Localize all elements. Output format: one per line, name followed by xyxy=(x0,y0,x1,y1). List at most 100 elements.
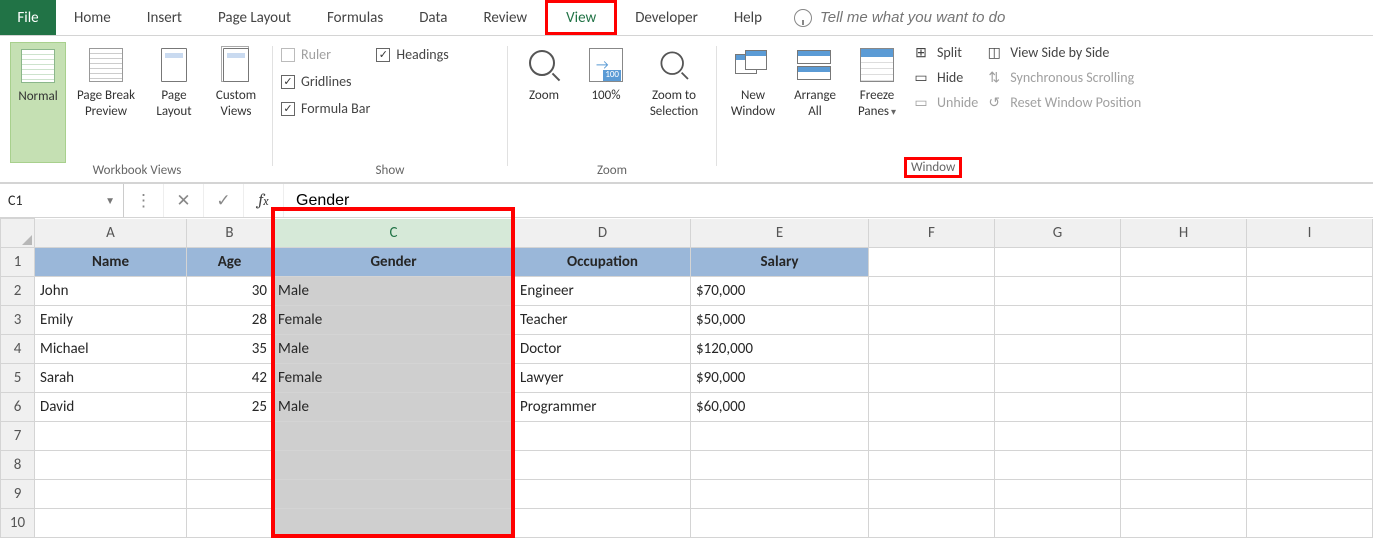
cell[interactable] xyxy=(869,451,995,480)
row-header-1[interactable]: 1 xyxy=(1,248,35,277)
col-header-F[interactable]: F xyxy=(869,219,995,248)
row-header-9[interactable]: 9 xyxy=(1,480,35,509)
cell[interactable] xyxy=(869,248,995,277)
select-all-corner[interactable] xyxy=(1,219,35,248)
cell[interactable] xyxy=(1121,306,1247,335)
formula-input[interactable] xyxy=(284,184,1373,217)
row-header-2[interactable]: 2 xyxy=(1,277,35,306)
cell[interactable] xyxy=(1247,422,1373,451)
tab-home[interactable]: Home xyxy=(56,0,129,35)
cell[interactable] xyxy=(515,480,691,509)
arrange-all-button[interactable]: Arrange All xyxy=(787,42,843,157)
new-window-button[interactable]: New Window xyxy=(725,42,781,157)
cell[interactable] xyxy=(995,509,1121,538)
cell[interactable]: Sarah xyxy=(35,364,187,393)
row-header-3[interactable]: 3 xyxy=(1,306,35,335)
cell[interactable] xyxy=(1121,393,1247,422)
cell[interactable] xyxy=(869,306,995,335)
col-header-H[interactable]: H xyxy=(1121,219,1247,248)
col-header-B[interactable]: B xyxy=(187,219,273,248)
cell[interactable] xyxy=(187,451,273,480)
col-header-I[interactable]: I xyxy=(1247,219,1373,248)
cell[interactable] xyxy=(515,509,691,538)
cell[interactable] xyxy=(869,393,995,422)
cell[interactable] xyxy=(869,364,995,393)
cell[interactable] xyxy=(995,335,1121,364)
cell[interactable] xyxy=(273,480,515,509)
tab-insert[interactable]: Insert xyxy=(129,0,200,35)
cell[interactable] xyxy=(995,248,1121,277)
row-header-4[interactable]: 4 xyxy=(1,335,35,364)
cell[interactable]: Engineer xyxy=(515,277,691,306)
tab-view[interactable]: View xyxy=(545,0,617,35)
cell[interactable] xyxy=(995,393,1121,422)
cell[interactable]: 35 xyxy=(187,335,273,364)
cell[interactable] xyxy=(869,422,995,451)
custom-views-button[interactable]: Custom Views xyxy=(208,42,264,163)
headings-checkbox[interactable]: Headings xyxy=(376,46,448,63)
cell[interactable] xyxy=(691,480,869,509)
cell[interactable] xyxy=(869,509,995,538)
cell[interactable] xyxy=(1247,364,1373,393)
cell[interactable] xyxy=(1121,364,1247,393)
row-header-5[interactable]: 5 xyxy=(1,364,35,393)
cell[interactable] xyxy=(1121,422,1247,451)
cell[interactable] xyxy=(35,451,187,480)
tab-developer[interactable]: Developer xyxy=(617,0,716,35)
cell[interactable] xyxy=(869,277,995,306)
formula-bar-checkbox[interactable]: Formula Bar xyxy=(281,100,370,117)
col-header-A[interactable]: A xyxy=(35,219,187,248)
gridlines-checkbox[interactable]: Gridlines xyxy=(281,73,370,90)
cell[interactable] xyxy=(1247,306,1373,335)
cell[interactable] xyxy=(1121,335,1247,364)
split-button[interactable]: ⊞Split xyxy=(911,44,978,61)
row-header-10[interactable]: 10 xyxy=(1,509,35,538)
formula-more-button[interactable]: ⋮ xyxy=(124,184,164,217)
cell[interactable]: $70,000 xyxy=(691,277,869,306)
cell[interactable] xyxy=(869,335,995,364)
cell[interactable] xyxy=(995,451,1121,480)
cell[interactable] xyxy=(691,509,869,538)
cell[interactable]: Name xyxy=(35,248,187,277)
cancel-button[interactable]: ✕ xyxy=(164,184,204,217)
cell[interactable]: 42 xyxy=(187,364,273,393)
cell[interactable]: Salary xyxy=(691,248,869,277)
cell[interactable]: Male xyxy=(273,335,515,364)
tab-help[interactable]: Help xyxy=(716,0,780,35)
cell[interactable] xyxy=(1121,451,1247,480)
cell[interactable] xyxy=(1247,451,1373,480)
tab-page-layout[interactable]: Page Layout xyxy=(200,0,309,35)
normal-view-button[interactable]: Normal xyxy=(10,42,66,163)
row-header-6[interactable]: 6 xyxy=(1,393,35,422)
cell[interactable]: Male xyxy=(273,277,515,306)
page-break-preview-button[interactable]: Page Break Preview xyxy=(72,42,140,163)
cell[interactable] xyxy=(515,451,691,480)
col-header-C[interactable]: C xyxy=(273,219,515,248)
cell[interactable]: $90,000 xyxy=(691,364,869,393)
cell[interactable] xyxy=(1121,509,1247,538)
cell[interactable]: Male xyxy=(273,393,515,422)
cell[interactable] xyxy=(273,509,515,538)
cell[interactable] xyxy=(691,422,869,451)
tab-review[interactable]: Review xyxy=(466,0,546,35)
cell[interactable]: Age xyxy=(187,248,273,277)
page-layout-button[interactable]: Page Layout xyxy=(146,42,202,163)
cell[interactable] xyxy=(1121,277,1247,306)
cell[interactable] xyxy=(691,451,869,480)
cell[interactable] xyxy=(35,509,187,538)
cell[interactable] xyxy=(1247,393,1373,422)
cell[interactable] xyxy=(35,480,187,509)
cell[interactable] xyxy=(995,480,1121,509)
cell[interactable]: $120,000 xyxy=(691,335,869,364)
hide-button[interactable]: ▭Hide xyxy=(911,69,978,86)
cell[interactable]: Doctor xyxy=(515,335,691,364)
cell[interactable] xyxy=(515,422,691,451)
cell[interactable]: 30 xyxy=(187,277,273,306)
cell[interactable]: $60,000 xyxy=(691,393,869,422)
cell[interactable] xyxy=(995,306,1121,335)
row-header-7[interactable]: 7 xyxy=(1,422,35,451)
cell[interactable] xyxy=(1121,480,1247,509)
cell[interactable] xyxy=(187,509,273,538)
cell[interactable]: Gender xyxy=(273,248,515,277)
insert-function-button[interactable]: fx xyxy=(244,184,284,217)
